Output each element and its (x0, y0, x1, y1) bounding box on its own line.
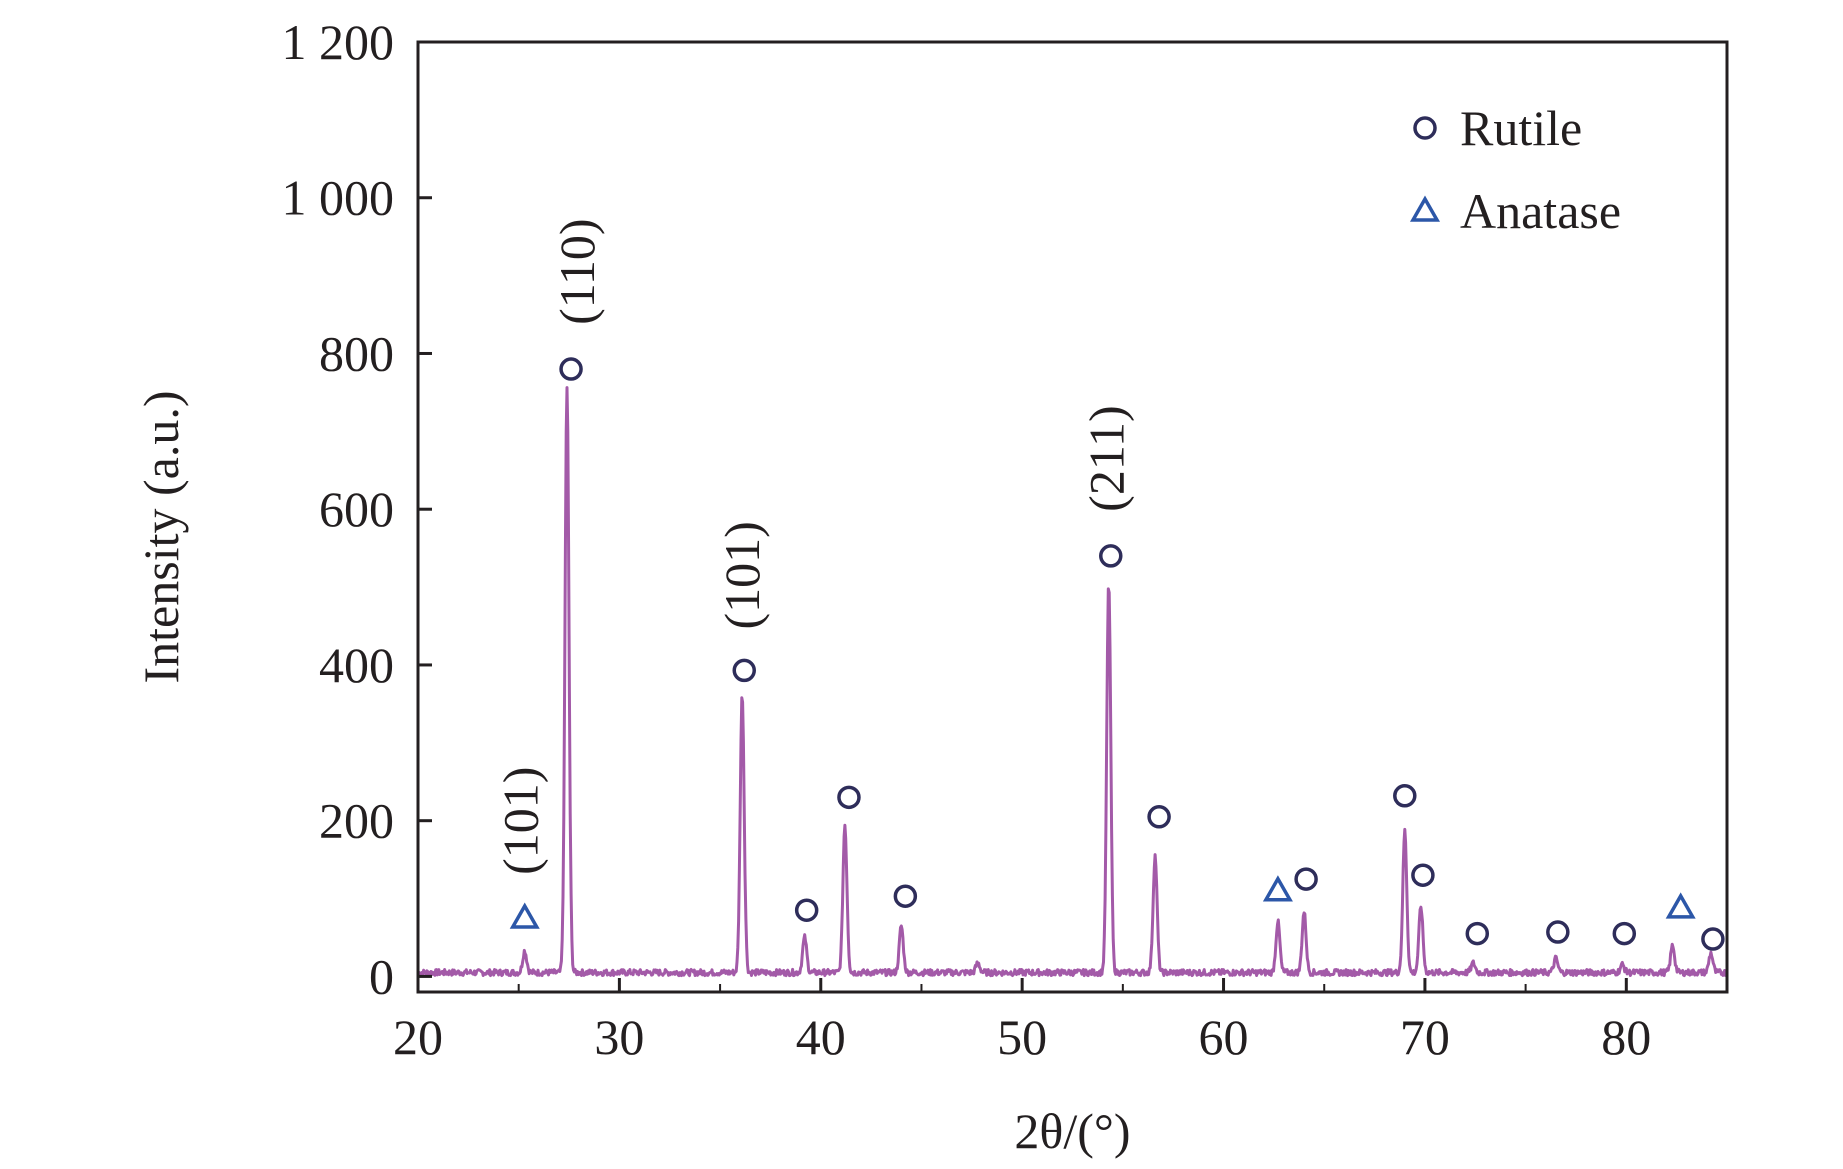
plot-frame (416, 40, 1729, 994)
y-tick-label: 1 200 (282, 14, 395, 70)
x-tick-label: 60 (1199, 1009, 1249, 1065)
legend-triangle-icon (1409, 195, 1441, 222)
rutile-marker (1612, 921, 1637, 946)
peak-label: (101) (714, 521, 770, 629)
x-axis-title: 2θ/(°) (1014, 1103, 1130, 1159)
anatase-marker (1262, 875, 1293, 902)
anatase-marker (1665, 892, 1696, 919)
x-tick-label: 20 (393, 1009, 443, 1065)
peak-annotations: (101) (110) (101) (211) (493, 218, 1135, 874)
y-tick-label: 0 (369, 948, 394, 1004)
rutile-marker (1294, 867, 1318, 891)
rutile-marker (794, 898, 819, 922)
plot-area (417, 386, 1729, 978)
legend-label: Anatase (1460, 183, 1621, 239)
x-tick-label: 70 (1400, 1009, 1450, 1065)
rutile-marker (1393, 784, 1417, 808)
y-axis-ticks: 0 200 400 600 800 1 000 1 200 (282, 14, 432, 1004)
legend-circle-icon (1413, 116, 1437, 140)
legend-label: Rutile (1460, 100, 1582, 156)
phase-markers (509, 357, 1725, 951)
y-tick-label: 600 (319, 481, 394, 537)
rutile-marker (1147, 805, 1171, 829)
y-axis-title: Intensity (a.u.) (133, 391, 189, 684)
rutile-marker (893, 884, 918, 908)
anatase-marker (509, 902, 540, 929)
peak-label: (110) (549, 218, 605, 324)
x-tick-label: 40 (796, 1009, 846, 1065)
rutile-marker (1099, 544, 1123, 568)
x-tick-label: 80 (1601, 1009, 1651, 1065)
rutile-marker (1465, 921, 1490, 946)
rutile-marker (1411, 863, 1435, 887)
xrd-pattern-line (417, 386, 1729, 978)
legend: Rutile Anatase (1409, 100, 1621, 239)
x-tick-label: 50 (997, 1009, 1047, 1065)
x-tick-label: 30 (594, 1009, 644, 1065)
x-axis-ticks: 20 30 40 50 60 70 80 (393, 978, 1651, 1065)
y-tick-label: 1 000 (282, 170, 395, 226)
peak-label: (211) (1079, 405, 1135, 511)
y-tick-label: 400 (319, 637, 394, 693)
y-tick-label: 800 (319, 325, 394, 381)
rutile-marker (559, 357, 583, 381)
peak-label: (101) (493, 767, 549, 875)
y-tick-label: 200 (319, 793, 394, 849)
rutile-marker (732, 658, 756, 683)
rutile-marker (837, 785, 861, 810)
rutile-marker (1701, 927, 1725, 951)
rutile-marker (1546, 920, 1570, 944)
